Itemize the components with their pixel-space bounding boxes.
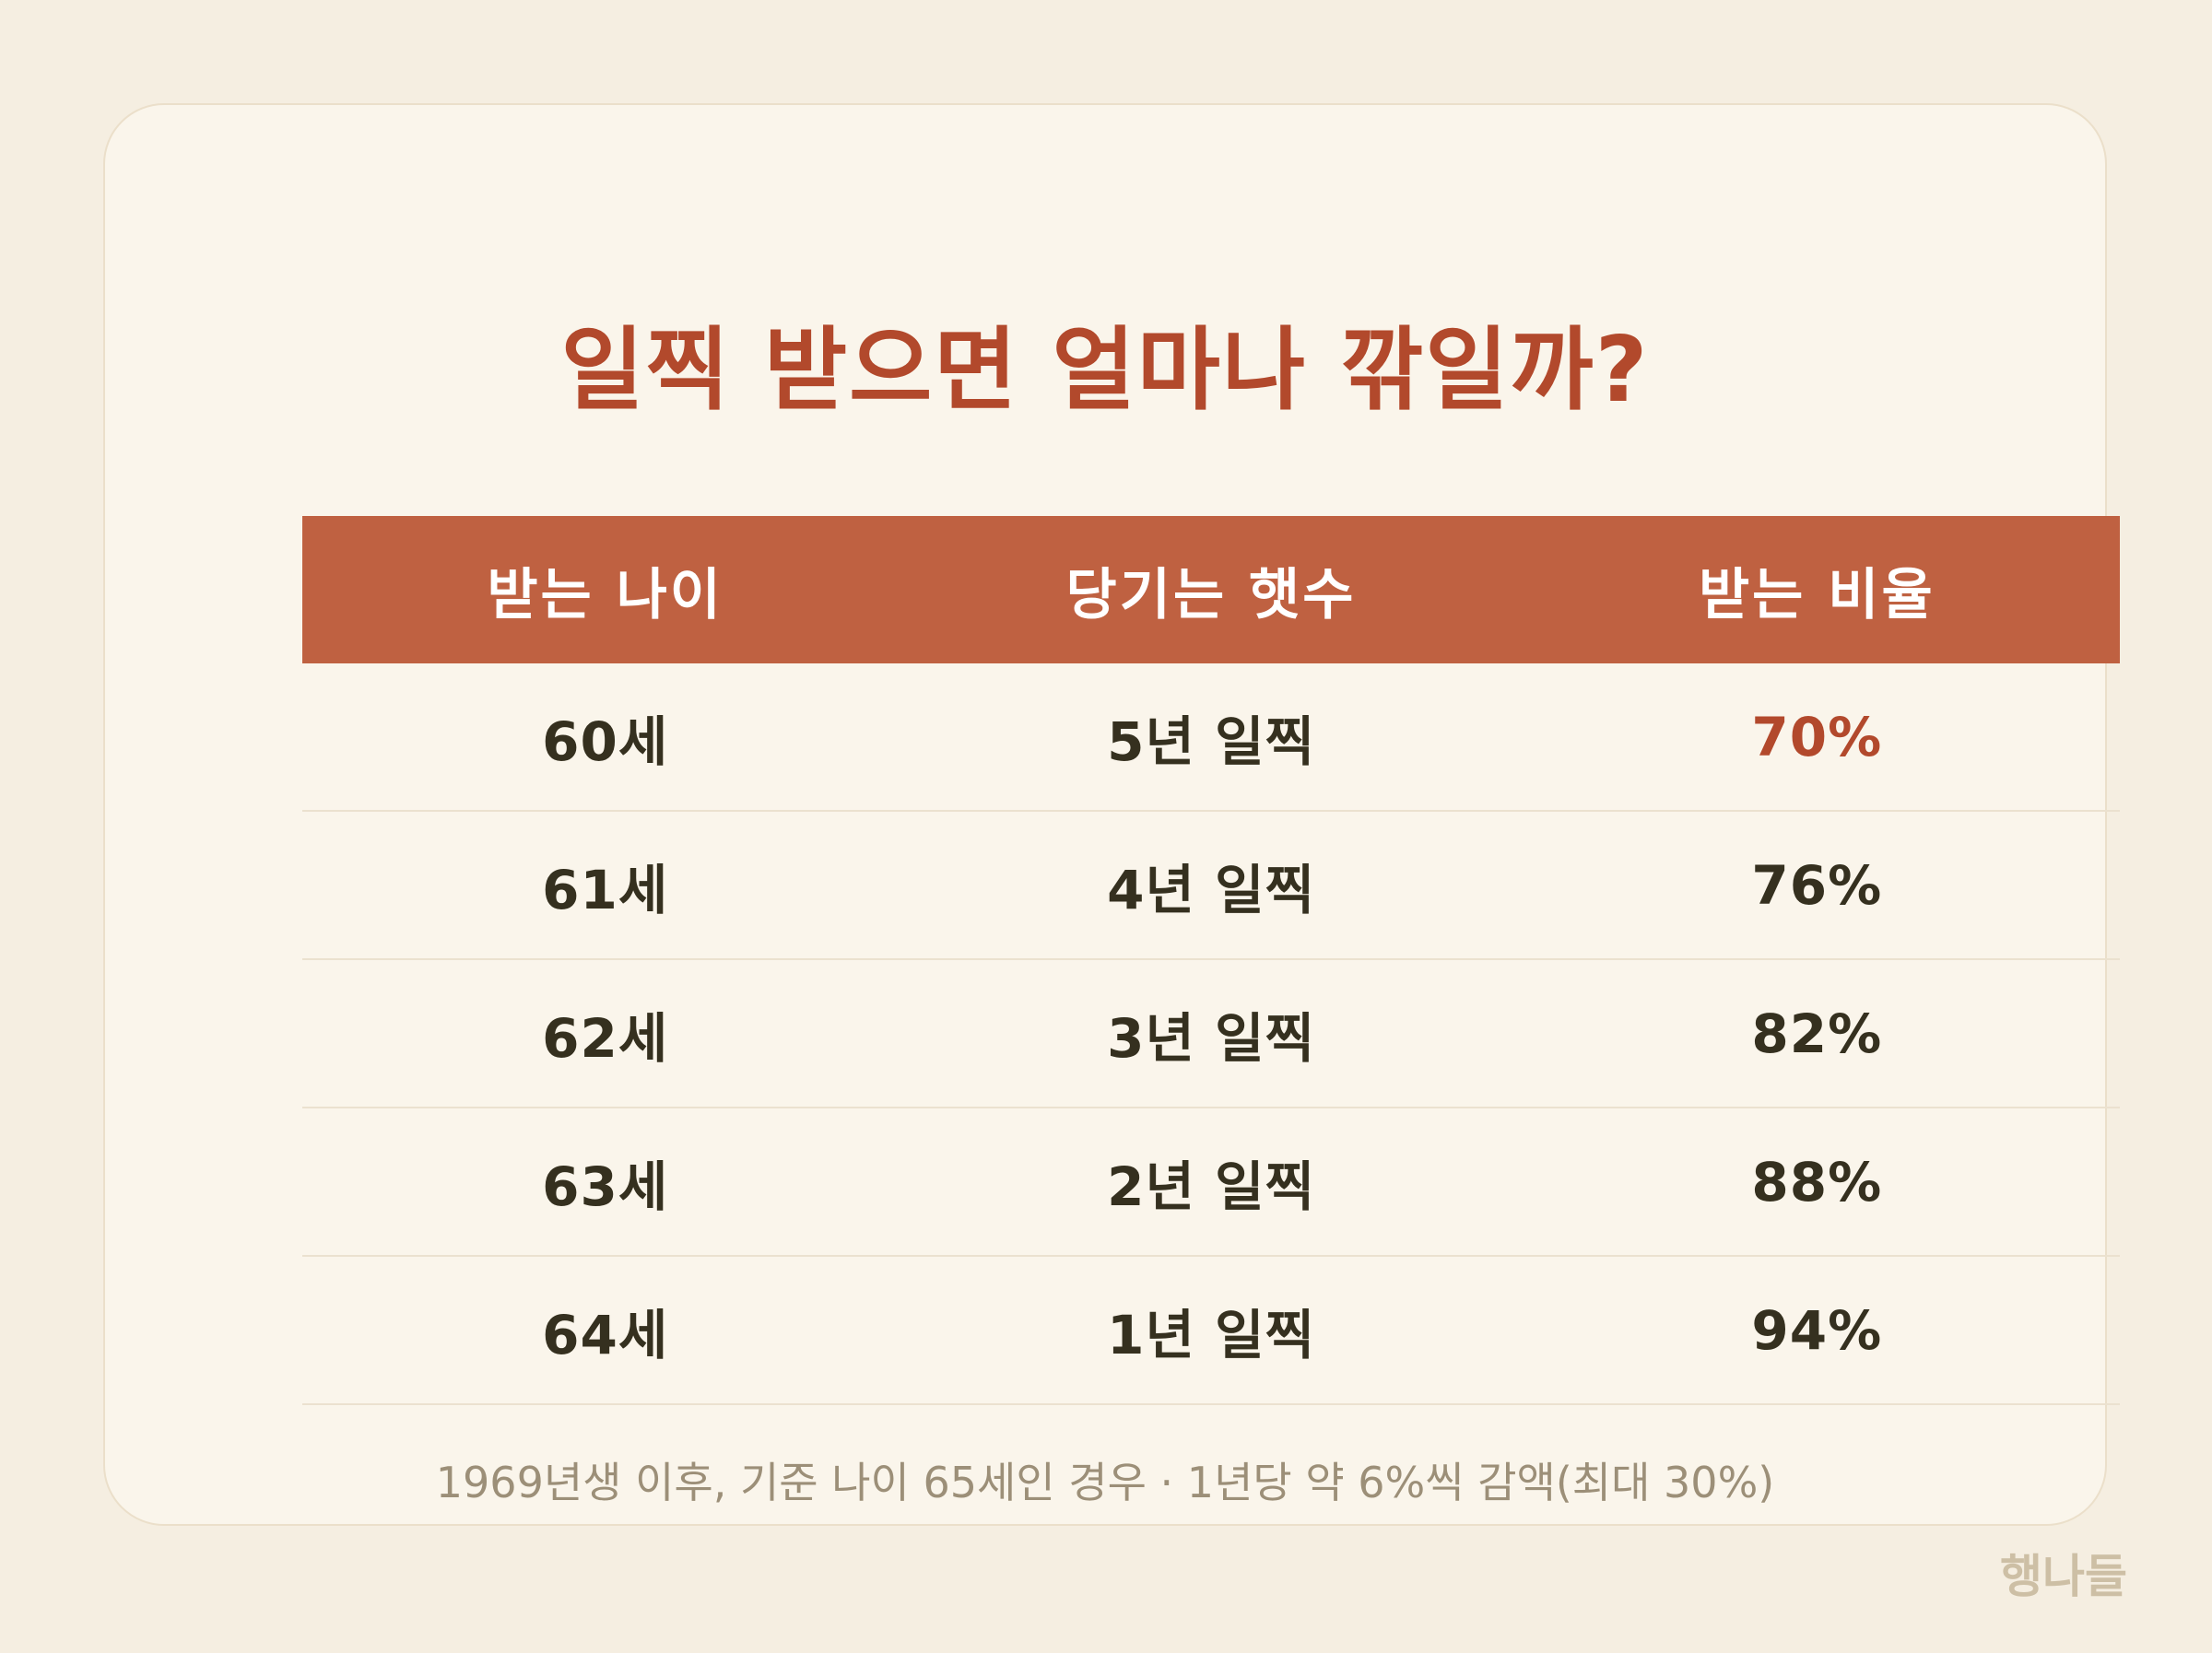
cell-age: 60세 bbox=[542, 709, 669, 773]
cell-years-early: 5년 일찍 bbox=[1107, 709, 1315, 773]
table-row: 60세 5년 일찍 70% bbox=[302, 663, 2120, 812]
table-row: 63세 2년 일찍 88% bbox=[302, 1108, 2120, 1257]
info-card: 일찍 받으면 얼마나 깎일까? 받는 나이 당기는 햇수 받는 비율 60세 5… bbox=[103, 103, 2120, 1526]
table-row: 64세 1년 일찍 94% bbox=[302, 1257, 2120, 1405]
cell-ratio: 94% bbox=[1751, 1298, 1883, 1362]
cell-ratio: 82% bbox=[1751, 1002, 1883, 1065]
header-years-early: 당기는 햇수 bbox=[1065, 562, 1357, 627]
cell-ratio: 88% bbox=[1751, 1150, 1883, 1213]
footnote: 1969년생 이후, 기준 나이 65세인 경우 · 1년당 약 6%씩 감액(… bbox=[435, 1458, 1775, 1507]
cell-ratio: 70% bbox=[1751, 705, 1883, 768]
cell-age: 62세 bbox=[542, 1006, 669, 1070]
header-ratio: 받는 비율 bbox=[1698, 562, 1936, 627]
cell-age: 64세 bbox=[542, 1303, 669, 1366]
header-age: 받는 나이 bbox=[487, 562, 724, 627]
cell-years-early: 2년 일찍 bbox=[1107, 1155, 1315, 1218]
table-row: 62세 3년 일찍 82% bbox=[302, 960, 2120, 1108]
reduction-table: 받는 나이 당기는 햇수 받는 비율 60세 5년 일찍 70% 61세 4년 … bbox=[302, 516, 2120, 1405]
cell-years-early: 4년 일찍 bbox=[1107, 858, 1315, 921]
page-title: 일찍 받으면 얼마나 깎일까? bbox=[560, 318, 1650, 423]
cell-years-early: 3년 일찍 bbox=[1107, 1006, 1315, 1070]
cell-age: 63세 bbox=[542, 1155, 669, 1218]
table-row: 61세 4년 일찍 76% bbox=[302, 812, 2120, 960]
brand-watermark: 행나들 bbox=[2000, 1550, 2127, 1603]
cell-ratio: 76% bbox=[1751, 853, 1883, 917]
table-header: 받는 나이 당기는 햇수 받는 비율 bbox=[302, 516, 2120, 663]
cell-years-early: 1년 일찍 bbox=[1107, 1303, 1315, 1366]
cell-age: 61세 bbox=[542, 858, 669, 921]
